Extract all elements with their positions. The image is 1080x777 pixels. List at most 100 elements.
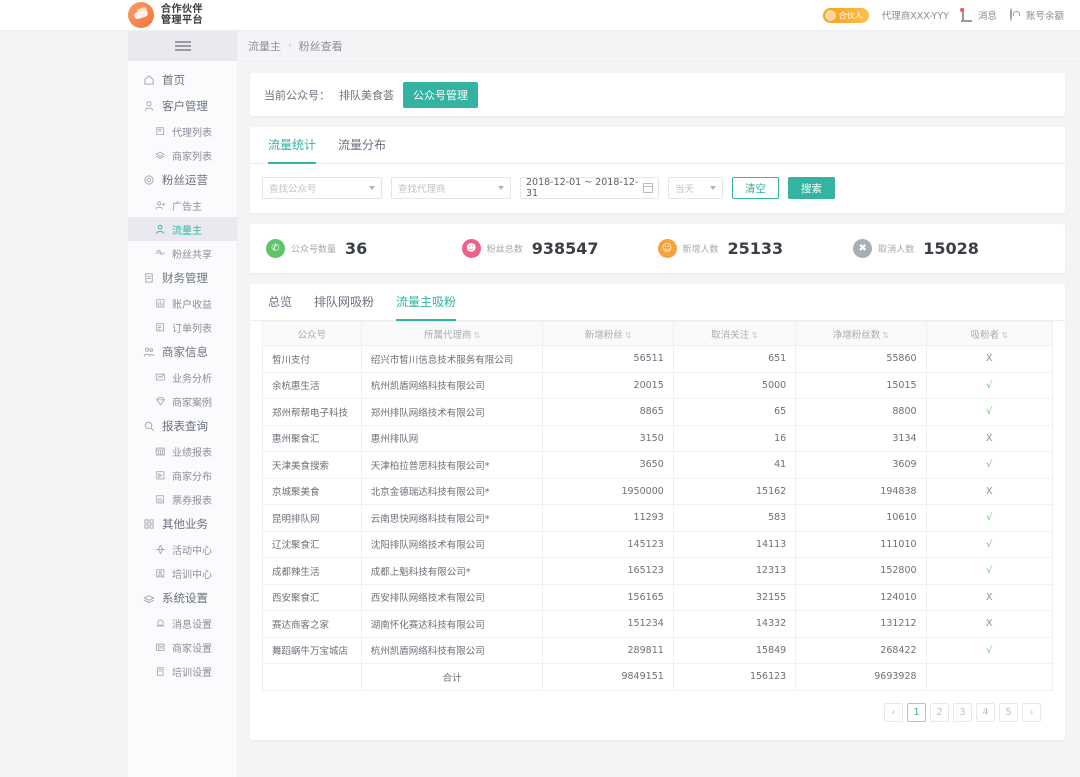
account-select[interactable]: 查找公众号: [262, 177, 382, 199]
table-row[interactable]: 余杭惠生活 杭州凯盾网络科技有限公司 20015 5000 15015 √: [262, 371, 1054, 399]
sidebar-item-订单列表[interactable]: 订单列表: [128, 315, 237, 339]
cell-account: 京城聚美食: [262, 477, 362, 505]
table-row[interactable]: 天津美食搜索 天津柏拉普思科技有限公司* 3650 41 3609 √: [262, 451, 1054, 479]
column-label: 吸粉者: [970, 329, 1000, 341]
advertiser-icon: [154, 199, 166, 211]
sidebar-item-商家案例[interactable]: 商家案例: [128, 389, 237, 413]
sidebar-item-首页[interactable]: 首页: [128, 67, 237, 93]
table-row[interactable]: 西安聚食汇 西安排队网络技术有限公司 156165 32155 124010 X: [262, 583, 1054, 611]
pagination-prev[interactable]: ‹: [884, 702, 903, 722]
table-row[interactable]: 舞蹈蜗牛万宝城店 杭州凯盾网络科技有限公司 289811 15849 268422 √: [262, 636, 1054, 664]
sidebar-item-业务分析[interactable]: 业务分析: [128, 365, 237, 389]
sidebar-item-活动中心[interactable]: 活动中心: [128, 537, 237, 561]
pagination-page-2[interactable]: 2: [930, 702, 949, 722]
pagination-page-3[interactable]: 3: [953, 702, 972, 722]
messages-button[interactable]: 消息: [959, 8, 997, 22]
performance-report-icon: [154, 445, 166, 457]
brand-logo[interactable]: 合作伙伴 管理平台: [128, 2, 203, 28]
sidebar-item-财务管理[interactable]: 财务管理: [128, 265, 237, 291]
sidebar-item-报表查询[interactable]: 报表查询: [128, 413, 237, 439]
table-tab-总览[interactable]: 总览: [268, 294, 293, 309]
column-header-所属代理商[interactable]: 所属代理商 ⇅: [360, 321, 544, 346]
sidebar-item-业绩报表[interactable]: 业绩报表: [128, 439, 237, 463]
sidebar-item-商家列表[interactable]: 商家列表: [128, 143, 237, 167]
sidebar-item-其他业务[interactable]: 其他业务: [128, 511, 237, 537]
table-tab-流量主吸粉[interactable]: 流量主吸粉: [396, 284, 457, 321]
table-total-row: 合计 9849151 156123 9693928: [262, 663, 1054, 691]
brand-name: 合作伙伴 管理平台: [161, 4, 203, 26]
cell-attractor: √: [925, 636, 1054, 664]
sidebar-item-商家信息[interactable]: 商家信息: [128, 339, 237, 365]
sidebar-item-label: 广告主: [172, 201, 202, 213]
sidebar-item-账户收益[interactable]: 账户收益: [128, 291, 237, 315]
sidebar-item-粉丝运营[interactable]: 粉丝运营: [128, 167, 237, 193]
sidebar-item-培训设置[interactable]: 培训设置: [128, 659, 237, 683]
current-account-label: 当前公众号：: [264, 88, 330, 102]
sidebar-item-客户管理[interactable]: 客户管理: [128, 93, 237, 119]
pagination-page-5[interactable]: 5: [999, 702, 1018, 722]
sidebar-item-商家设置[interactable]: 商家设置: [128, 635, 237, 659]
date-range-input[interactable]: 2018-12-01 ~ 2018-12-31: [520, 177, 659, 199]
sidebar-item-label: 商家案例: [172, 397, 212, 409]
top-bar-right: 合伙人 代理商XXX-YYY 消息 账号余额: [822, 7, 1064, 23]
table-row[interactable]: 辽沈聚食汇 沈阳排队网络技术有限公司 145123 14113 111010 √: [262, 530, 1054, 558]
sidebar-item-label: 系统设置: [162, 591, 208, 605]
sidebar-item-粉丝共享[interactable]: 粉丝共享: [128, 241, 237, 265]
sidebar-item-代理列表[interactable]: 代理列表: [128, 119, 237, 143]
table-row[interactable]: 惠州聚食汇 惠州排队网 3150 16 3134 X: [262, 424, 1054, 452]
sidebar-item-label: 客户管理: [162, 99, 208, 113]
tab-流量统计[interactable]: 流量统计: [268, 127, 317, 164]
cell-new-fans: 165123: [542, 557, 674, 585]
sidebar-item-培训中心[interactable]: 培训中心: [128, 561, 237, 585]
brand-line-2: 管理平台: [161, 15, 203, 26]
table-row[interactable]: 昆明排队网 云南思快网络科技有限公司* 11293 583 10610 √: [262, 504, 1054, 532]
breadcrumb-parent[interactable]: 流量主: [248, 40, 281, 53]
table-row[interactable]: 郑州帮帮电子科技 郑州排队网络技术有限公司 8865 65 8800 √: [262, 398, 1054, 426]
sidebar-item-label: 活动中心: [172, 545, 212, 557]
order-list-icon: [154, 321, 166, 333]
table-row[interactable]: 赛达商客之家 湖南怀化赛达科技有限公司 151234 14332 131212 X: [262, 610, 1054, 638]
cell-account: 舞蹈蜗牛万宝城店: [262, 636, 362, 664]
pagination-page-4[interactable]: 4: [976, 702, 995, 722]
agent-list-icon: [154, 125, 166, 137]
pagination-next[interactable]: ›: [1022, 702, 1041, 722]
sidebar-item-流量主[interactable]: 流量主: [128, 217, 237, 241]
cell-agent: 天津柏拉普思科技有限公司*: [360, 451, 544, 479]
clear-button[interactable]: 清空: [732, 177, 779, 199]
manage-account-button[interactable]: 公众号管理: [403, 81, 478, 108]
table-row[interactable]: 皙川支付 绍兴市皙川信息技术服务有限公司 56511 651 55860 X: [262, 345, 1054, 373]
sidebar-toggle[interactable]: [128, 31, 237, 61]
search-button[interactable]: 搜索: [788, 177, 835, 199]
pagination-page-1[interactable]: 1: [907, 702, 926, 722]
column-header-净增粉丝数[interactable]: 净增粉丝数 ⇅: [795, 321, 927, 346]
merchant-info-icon: [142, 346, 155, 359]
table-header-row: 公众号 所属代理商 ⇅ 新增粉丝 ⇅ 取消关注 ⇅ 净增粉丝数 ⇅ 吸粉者 ⇅: [262, 321, 1054, 346]
sidebar-item-票券报表[interactable]: 票券报表: [128, 487, 237, 511]
calendar-icon: [643, 183, 653, 193]
sidebar-item-商家分布[interactable]: 商家分布: [128, 463, 237, 487]
column-header-取消关注[interactable]: 取消关注 ⇅: [672, 321, 797, 346]
sidebar-item-消息设置[interactable]: 消息设置: [128, 611, 237, 635]
stat-label: 取消人数: [878, 245, 915, 255]
column-header-吸粉者[interactable]: 吸粉者 ⇅: [925, 321, 1054, 346]
cross-icon: X: [986, 618, 993, 630]
cell-new-fans: 8865: [542, 398, 674, 426]
other-business-icon: [142, 518, 155, 531]
cell-agent: 成都上魁科技有限公司*: [360, 557, 544, 585]
balance-button[interactable]: 账号余额: [1009, 8, 1064, 22]
agent-select[interactable]: 查找代理商: [391, 177, 511, 199]
table-wrap: 公众号 所属代理商 ⇅ 新增粉丝 ⇅ 取消关注 ⇅ 净增粉丝数 ⇅ 吸粉者 ⇅ 皙川支付 绍兴市皙川信…: [250, 321, 1065, 740]
sidebar-item-广告主[interactable]: 广告主: [128, 193, 237, 217]
table-row[interactable]: 京城聚美食 北京金德瑞达科技有限公司* 1950000 15162 194838 X: [262, 477, 1054, 505]
sidebar-nav: 首页客户管理代理列表商家列表粉丝运营广告主流量主 粉丝共享 财务管理 账户收益 订单列表…: [128, 61, 237, 683]
table-tab-排队网吸粉[interactable]: 排队网吸粉: [314, 294, 375, 309]
sidebar-item-label: 商家列表: [172, 151, 212, 163]
cell-new-fans: 3150: [542, 424, 674, 452]
table-row[interactable]: 成都辣生活 成都上魁科技有限公司* 165123 12313 152800 √: [262, 557, 1054, 585]
tab-流量分布[interactable]: 流量分布: [338, 137, 387, 152]
period-select[interactable]: 当天: [668, 177, 723, 199]
cell-agent: 杭州凯盾网络科技有限公司: [360, 371, 544, 399]
sidebar-item-系统设置[interactable]: 系统设置: [128, 585, 237, 611]
total-blank: [925, 663, 1054, 691]
column-header-新增粉丝[interactable]: 新增粉丝 ⇅: [542, 321, 674, 346]
